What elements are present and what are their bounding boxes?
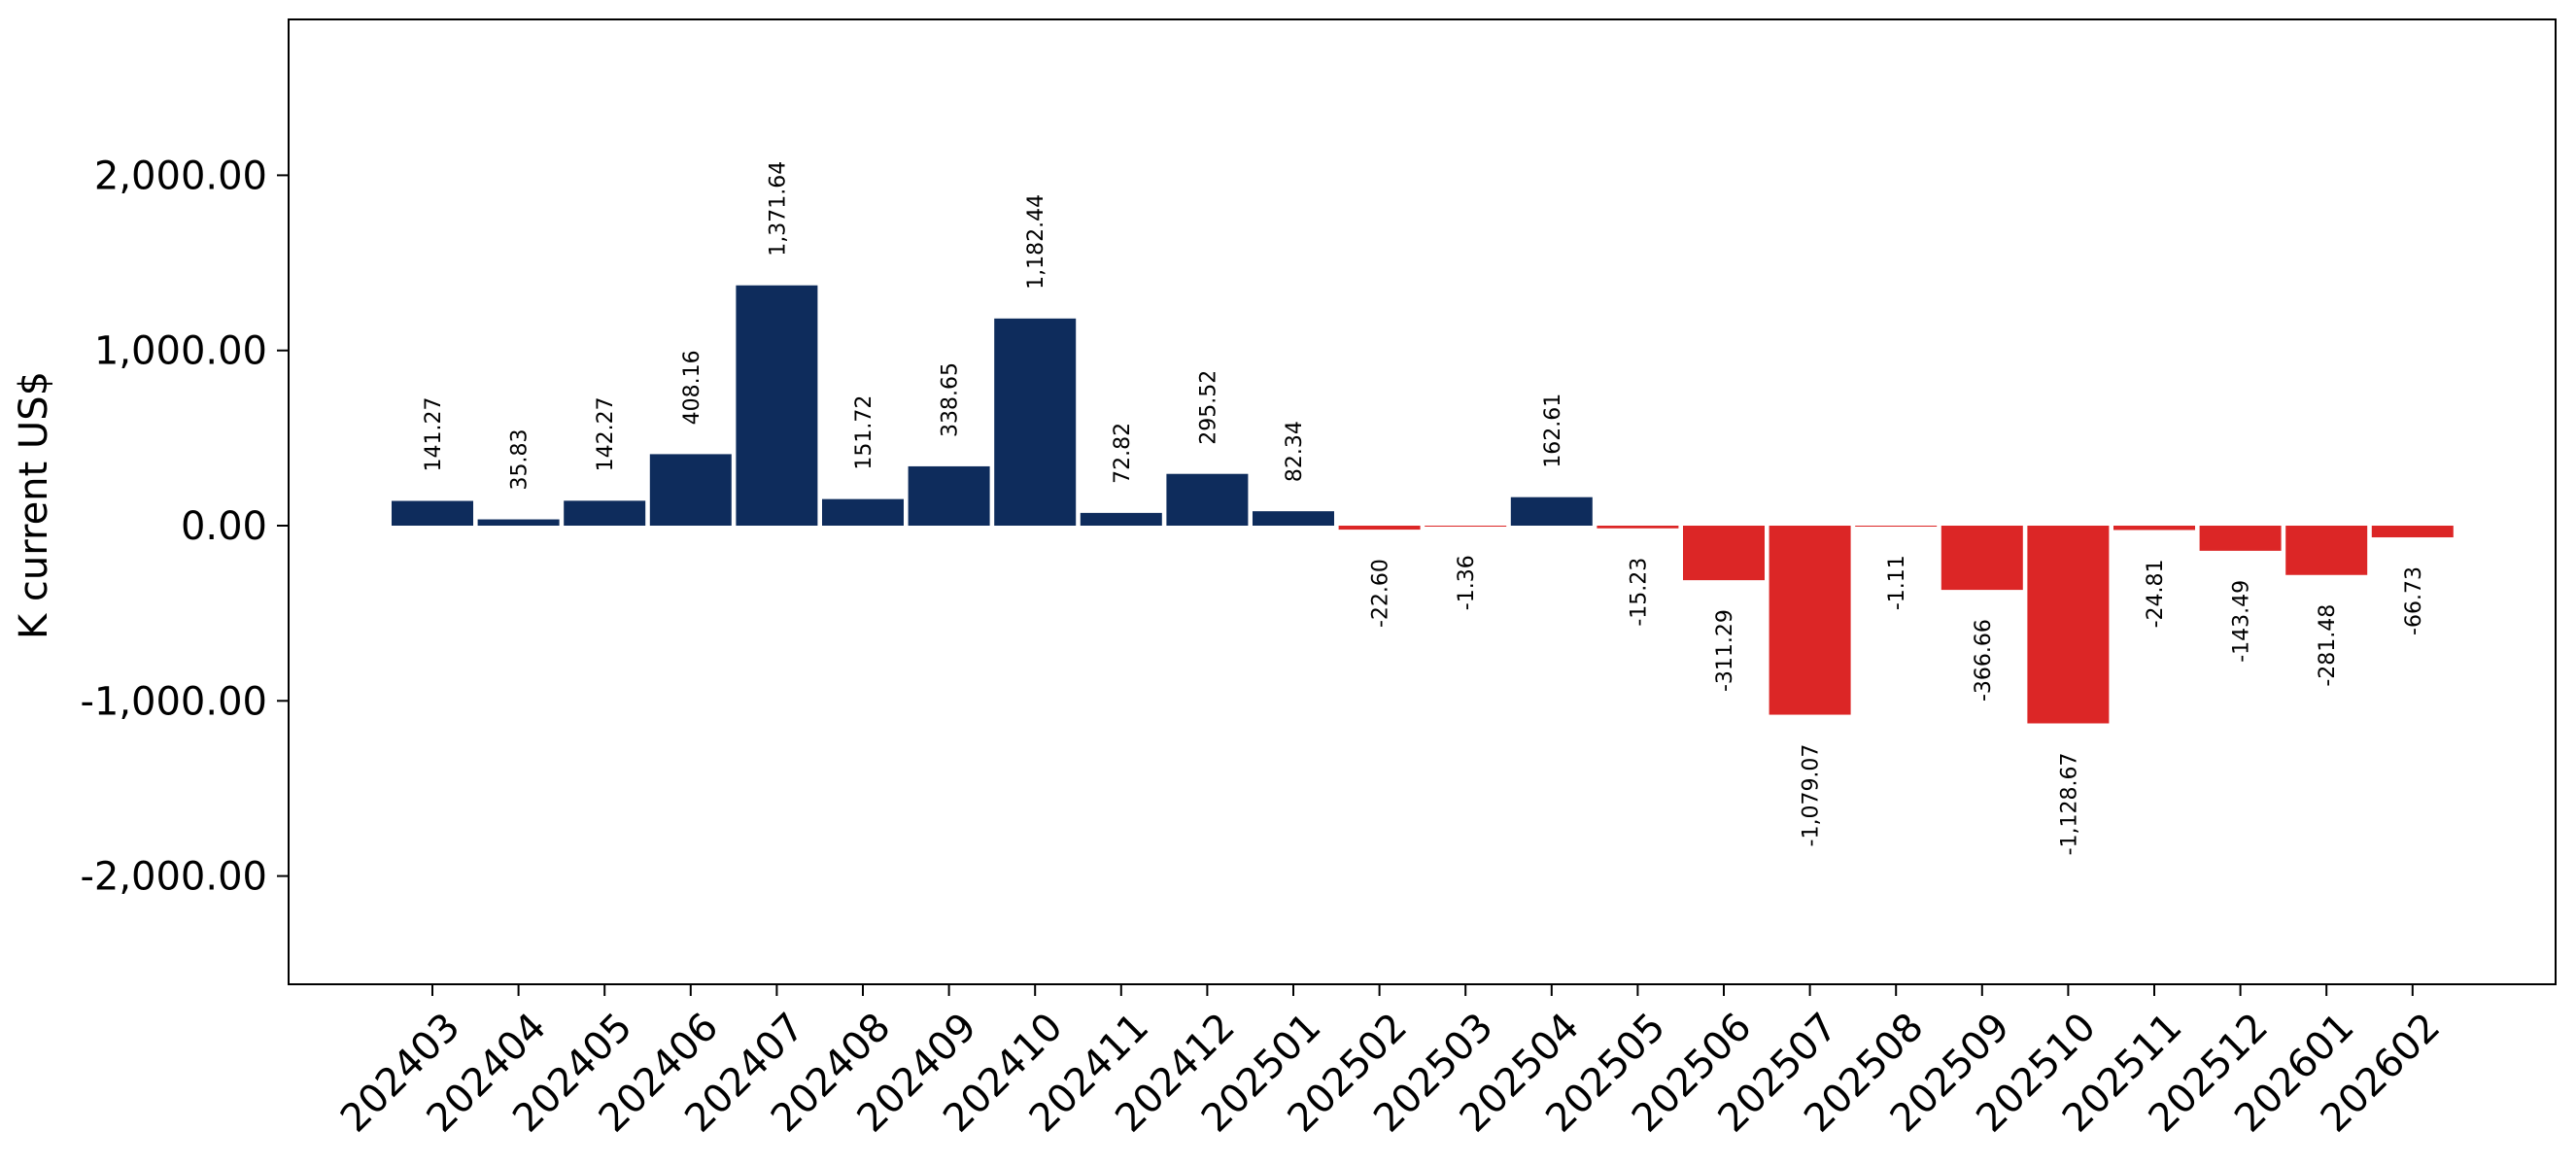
y-tick-label: 0.00	[181, 504, 267, 549]
y-tick-label: 2,000.00	[94, 154, 267, 198]
bar	[2371, 526, 2454, 538]
bar	[1683, 526, 1765, 581]
bar	[1338, 526, 1421, 531]
bar	[1769, 526, 1851, 715]
data-label: -66.73	[2402, 566, 2426, 635]
y-tick-label: 1,000.00	[94, 329, 267, 374]
data-label: 141.27	[422, 397, 446, 472]
bar	[994, 318, 1077, 526]
bar	[908, 465, 990, 526]
data-label: 295.52	[1196, 370, 1220, 445]
data-label: -1.11	[1885, 555, 1909, 610]
data-label: -311.29	[1713, 609, 1737, 692]
data-label: 72.82	[1111, 423, 1135, 484]
data-label: 1,371.64	[766, 161, 790, 257]
data-label: -281.48	[2316, 604, 2340, 687]
data-label: 142.27	[594, 396, 618, 471]
bar	[392, 500, 473, 526]
bar	[1855, 526, 1938, 527]
bar	[1425, 526, 1507, 527]
data-label: 35.83	[508, 429, 532, 491]
data-label: 408.16	[680, 350, 704, 425]
bar	[2027, 526, 2110, 724]
data-label: 338.65	[939, 362, 963, 437]
data-label: -143.49	[2230, 580, 2254, 663]
bar	[1510, 497, 1593, 526]
bar	[564, 500, 646, 526]
bar	[1941, 526, 2023, 591]
bar	[477, 519, 560, 526]
data-label: 151.72	[852, 395, 876, 470]
data-label: -22.60	[1369, 559, 1393, 628]
data-label: -1.36	[1455, 555, 1479, 610]
y-tick-label: -2,000.00	[80, 855, 267, 900]
bar	[2285, 526, 2368, 575]
data-labels: 141.27 35.83 142.27 408.16 1,371.64 151.72 338…	[422, 161, 2426, 856]
bar	[1253, 511, 1334, 526]
data-label: -366.66	[1972, 619, 1996, 702]
bar	[2199, 526, 2282, 551]
bar	[1166, 473, 1249, 526]
data-label: -1,128.67	[2057, 752, 2081, 855]
bar	[736, 285, 818, 526]
y-tick-label: -1,000.00	[80, 679, 267, 724]
bar	[1080, 512, 1162, 526]
bar	[649, 454, 732, 526]
bars	[392, 285, 2454, 724]
bar	[1597, 526, 1679, 529]
plot-area-frame	[288, 18, 2557, 985]
bar	[822, 498, 904, 526]
data-label: 82.34	[1283, 421, 1307, 482]
data-label: -24.81	[2144, 559, 2168, 628]
data-label: -1,079.07	[1800, 744, 1824, 847]
data-label: 162.61	[1541, 394, 1565, 468]
bar	[2113, 526, 2195, 531]
data-label: 1,182.44	[1024, 194, 1048, 290]
data-label: -15.23	[1627, 558, 1651, 627]
y-axis-title: K current US$	[12, 371, 56, 639]
x-axis: 2024032024042024052024062024072024082024…	[332, 984, 2449, 1141]
y-axis: 2,000.00 1,000.00 0.00 -1,000.00 -2,000.00	[80, 154, 289, 900]
